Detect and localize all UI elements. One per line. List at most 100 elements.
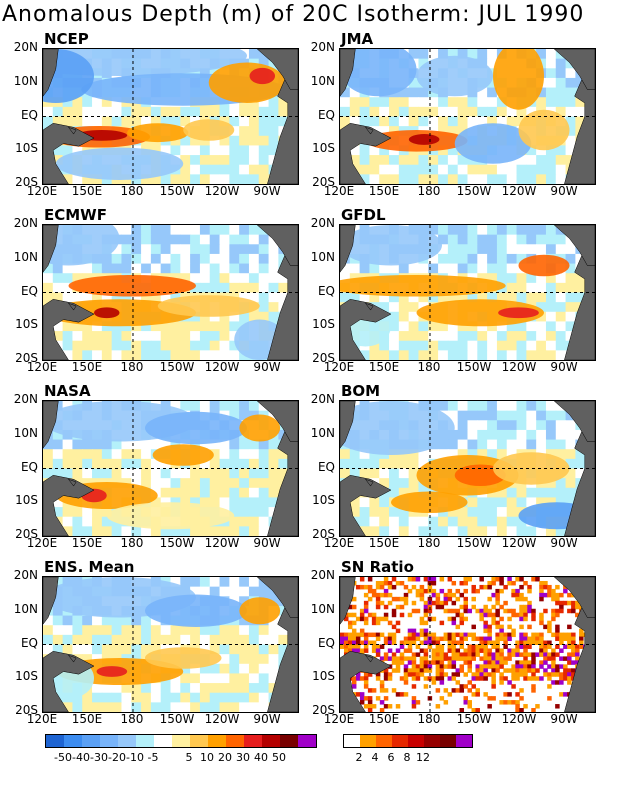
lon-label: 120E <box>26 184 58 198</box>
lat-label: 10S <box>312 669 335 684</box>
panel-ecmwf: ECMWF 20N 10N EQ 10S 20S 120E 150E 180 150W 120W 90… <box>0 206 300 388</box>
colorbar-label: -30 <box>90 751 108 764</box>
lat-label: EQ <box>317 635 335 650</box>
colorbar-label: 8 <box>403 751 411 764</box>
colorbar-swatch <box>82 735 100 747</box>
map-plot <box>339 400 596 537</box>
colorbar-swatch <box>376 735 392 747</box>
map-plot <box>42 400 299 537</box>
lat-label: 10N <box>13 601 38 616</box>
lon-label: 120W <box>204 184 240 198</box>
lat-label: 20S <box>15 703 38 717</box>
lat-label: EQ <box>317 283 335 298</box>
colorbar-swatch <box>154 735 172 747</box>
panel-gfdl: GFDL 20N 10N EQ 10S 20S 120E 150E 180 150W 120W 90W <box>297 206 597 388</box>
lon-label: 150W <box>456 712 492 726</box>
lon-label: 120E <box>26 712 58 726</box>
lon-label: 90W <box>253 712 281 726</box>
colorbar-label: 4 <box>371 751 379 764</box>
panel-title: NASA <box>44 382 91 400</box>
lon-label: 90W <box>550 184 578 198</box>
lon-label: 90W <box>550 536 578 550</box>
colorbar-swatch <box>440 735 456 747</box>
lon-label: 180 <box>417 536 441 550</box>
colorbar-swatch <box>298 735 316 747</box>
colorbar-label: -40 <box>72 751 90 764</box>
colorbar-swatch <box>244 735 262 747</box>
lon-label: 120E <box>323 712 355 726</box>
lat-label: 10N <box>13 73 38 88</box>
lat-label: 20N <box>13 392 38 406</box>
map-plot <box>42 48 299 185</box>
lat-label: 10S <box>312 141 335 156</box>
panel-title: SN Ratio <box>341 558 414 576</box>
colorbar-label: 50 <box>272 751 286 764</box>
map-plot <box>42 224 299 361</box>
lat-label: 10S <box>15 669 38 684</box>
lat-label: EQ <box>20 107 38 122</box>
lon-label: 90W <box>253 184 281 198</box>
lon-label: 150E <box>368 712 400 726</box>
lat-label: 20N <box>310 40 335 54</box>
lon-label: 150W <box>456 360 492 374</box>
lon-label: 150E <box>71 184 103 198</box>
colorbar-swatch <box>262 735 280 747</box>
colorbar-label: -20 <box>108 751 126 764</box>
lat-label: 20N <box>13 568 38 582</box>
panel-jma: JMA 20N 10N EQ 10S 20S 120E 150E 180 150W 120W 90W <box>297 30 597 212</box>
lon-label: 90W <box>253 536 281 550</box>
colorbar-label: 40 <box>254 751 268 764</box>
lon-label: 120E <box>323 184 355 198</box>
colorbar-label: 30 <box>236 751 250 764</box>
colorbar-swatch <box>46 735 64 747</box>
lon-label: 120W <box>501 536 537 550</box>
lat-label: 20N <box>13 216 38 230</box>
colorbar-label: 10 <box>200 751 214 764</box>
colorbar-swatch <box>100 735 118 747</box>
lat-label: 10N <box>310 601 335 616</box>
lat-label: 20S <box>312 703 335 717</box>
lat-label: 20S <box>312 527 335 541</box>
lon-label: 180 <box>120 712 144 726</box>
lat-label: 20S <box>15 175 38 189</box>
colorbar-swatch <box>424 735 440 747</box>
panel-title: BOM <box>341 382 381 400</box>
lat-label: 20N <box>13 40 38 54</box>
colorbar-swatch <box>190 735 208 747</box>
colorbar-label: 6 <box>387 751 395 764</box>
panel-ncep: NCEP 20N 10N EQ 10S 20S 120E 150E 180 150W 120W 90W <box>0 30 300 212</box>
colorbar-swatch <box>280 735 298 747</box>
panel-title: GFDL <box>341 206 386 224</box>
lon-label: 150E <box>368 360 400 374</box>
lon-label: 180 <box>417 360 441 374</box>
lon-label: 120W <box>501 184 537 198</box>
colorbar-swatch <box>136 735 154 747</box>
lon-label: 120E <box>323 360 355 374</box>
lat-label: 10N <box>13 425 38 440</box>
colorbar-swatch <box>64 735 82 747</box>
lat-label: EQ <box>317 107 335 122</box>
panel-nasa: NASA 20N 10N EQ 10S 20S 120E 150E 180 150W 120W 90W <box>0 382 300 564</box>
panel-sn-ratio: SN Ratio 20N 10N EQ 10S 20S 120E 150E 180 150W 120… <box>297 558 597 740</box>
lon-label: 180 <box>120 536 144 550</box>
lat-label: EQ <box>317 459 335 474</box>
panel-ens-mean: ENS. Mean 20N 10N EQ 10S 20S 120E 150E 180 150W 12… <box>0 558 300 740</box>
lat-label: 20N <box>310 216 335 230</box>
panel-title: ENS. Mean <box>44 558 135 576</box>
lon-label: 90W <box>550 360 578 374</box>
lat-label: 10N <box>310 73 335 88</box>
map-plot <box>339 48 596 185</box>
lon-label: 150E <box>368 184 400 198</box>
figure-title: Anomalous Depth (m) of 20C Isotherm: JUL… <box>2 2 585 27</box>
lon-label: 120E <box>323 536 355 550</box>
lat-label: 20S <box>15 351 38 365</box>
lon-label: 90W <box>253 360 281 374</box>
lon-label: 120E <box>26 536 58 550</box>
map-plot <box>42 576 299 713</box>
lon-label: 150W <box>159 360 195 374</box>
lon-label: 150E <box>71 712 103 726</box>
lat-label: 20N <box>310 568 335 582</box>
lon-label: 150W <box>159 184 195 198</box>
panel-title: JMA <box>341 30 374 48</box>
lat-label: 10N <box>310 249 335 264</box>
